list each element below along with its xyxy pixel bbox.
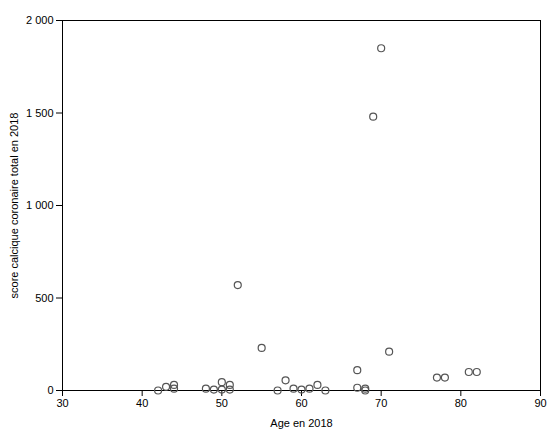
svg-text:score calcique coronaire total: score calcique coronaire total en 2018	[8, 113, 20, 299]
svg-text:70: 70	[375, 397, 387, 409]
svg-text:50: 50	[216, 397, 228, 409]
svg-text:40: 40	[136, 397, 148, 409]
svg-text:Age en 2018: Age en 2018	[270, 417, 332, 429]
svg-text:0: 0	[47, 384, 53, 396]
svg-text:60: 60	[295, 397, 307, 409]
svg-text:2 000: 2 000	[26, 14, 54, 26]
svg-text:1 000: 1 000	[26, 199, 54, 211]
svg-text:30: 30	[56, 397, 68, 409]
svg-text:80: 80	[455, 397, 467, 409]
svg-text:500: 500	[35, 292, 53, 304]
svg-text:90: 90	[534, 397, 546, 409]
svg-text:1 500: 1 500	[26, 107, 54, 119]
